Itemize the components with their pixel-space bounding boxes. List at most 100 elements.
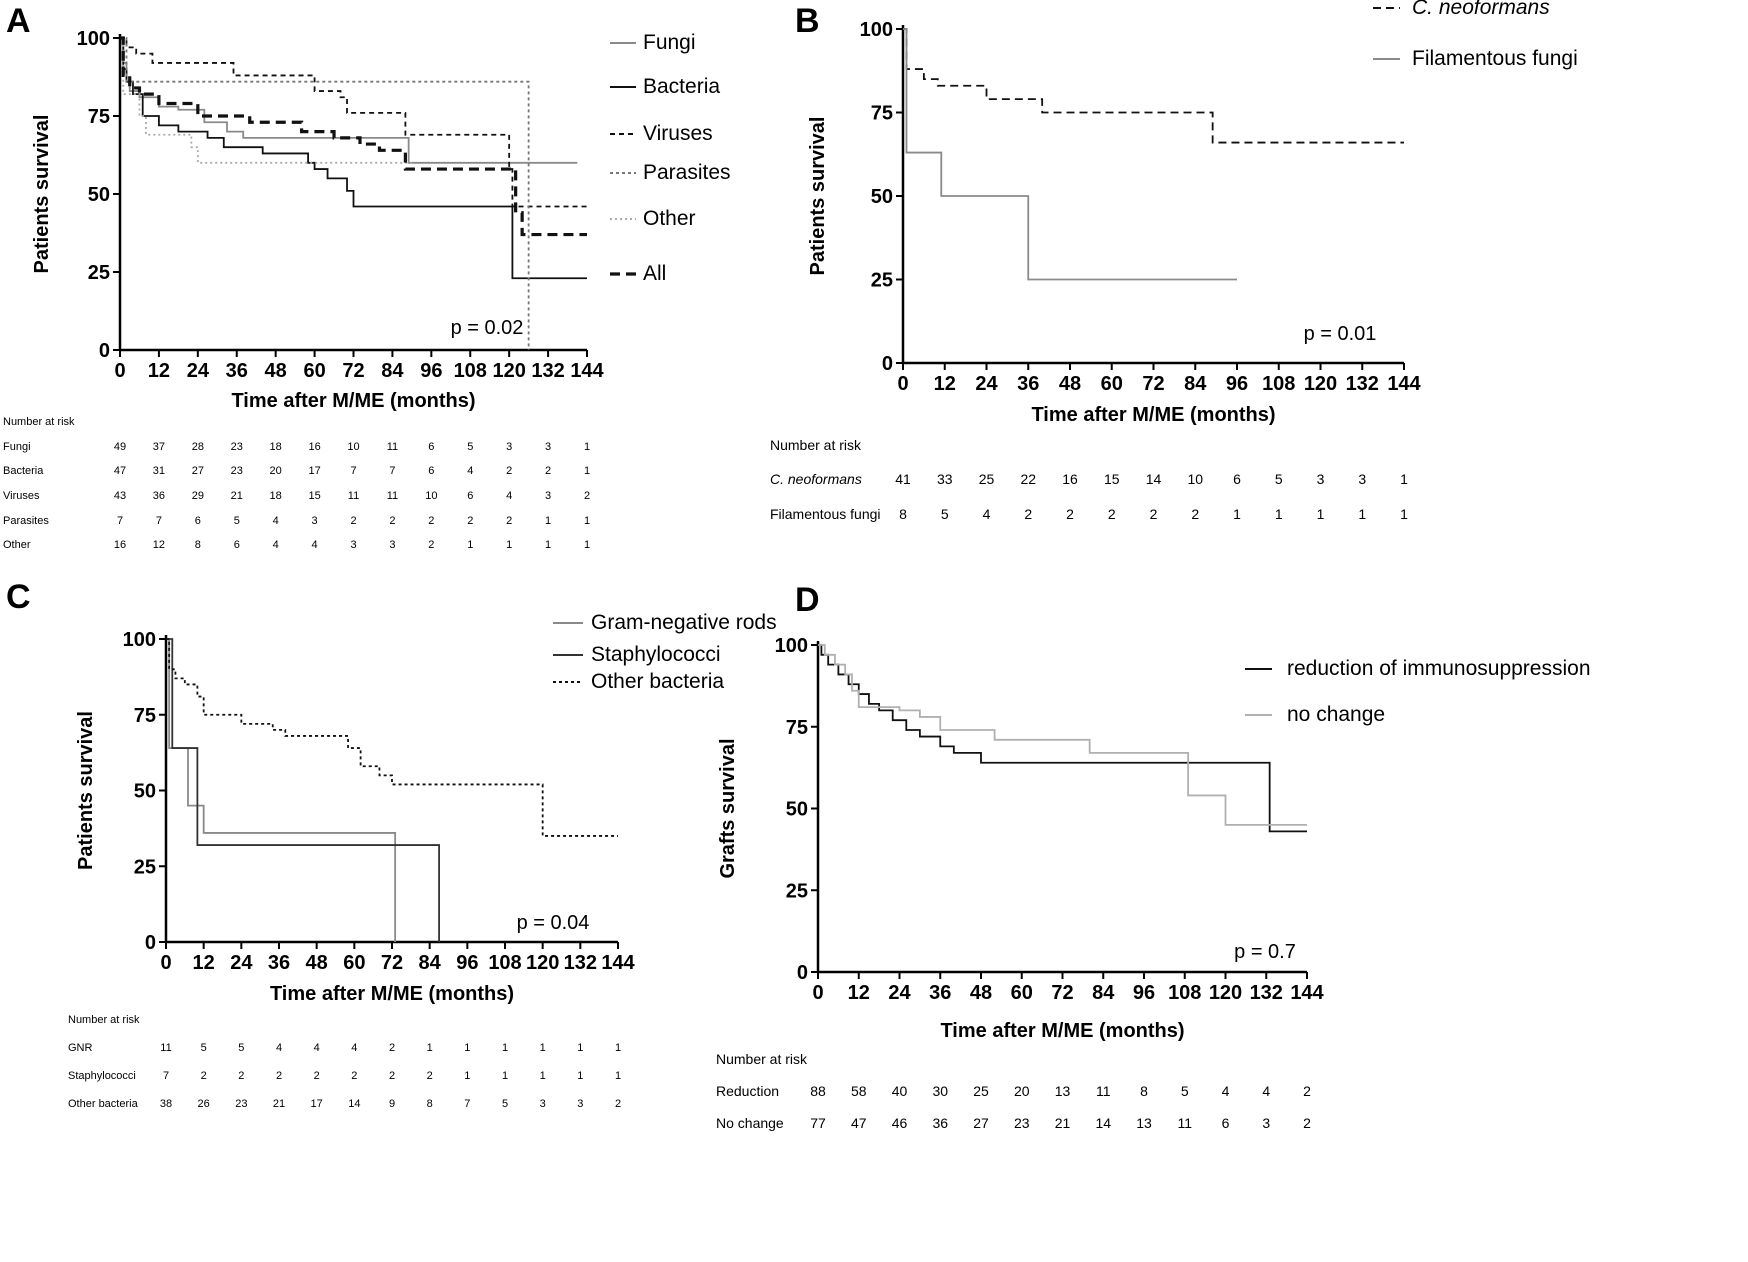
x-tick-label: 96 (1133, 982, 1155, 1004)
x-tick-label: 144 (601, 952, 635, 974)
risk-table-title: Number at risk (770, 437, 862, 453)
risk-count: 3 (1317, 471, 1325, 487)
risk-count: 5 (234, 515, 240, 527)
x-tick-label: 144 (570, 360, 604, 382)
x-tick-label: 84 (1092, 982, 1115, 1004)
risk-count: 3 (312, 515, 318, 527)
risk-row-label: Viruses (3, 490, 40, 502)
risk-count: 1 (615, 1070, 621, 1082)
risk-count: 1 (427, 1042, 433, 1054)
x-tick-label: 72 (342, 360, 364, 382)
risk-count: 2 (1066, 506, 1074, 522)
y-tick-label: 100 (123, 629, 156, 651)
risk-count: 1 (1400, 506, 1408, 522)
panel-label: C (6, 578, 31, 616)
risk-count: 17 (311, 1098, 323, 1110)
x-tick-label: 60 (1101, 373, 1123, 395)
risk-count: 23 (231, 441, 243, 453)
risk-count: 4 (467, 465, 473, 477)
risk-count: 11 (387, 441, 398, 453)
x-tick-label: 120 (1304, 373, 1337, 395)
x-tick-label: 12 (148, 360, 170, 382)
risk-count: 31 (153, 465, 165, 477)
risk-count: 23 (231, 465, 243, 477)
panel-c: C0 12 24 36 48 60 72 84 96 108 120 132 1440255075100… (6, 578, 777, 1110)
risk-count: 7 (156, 515, 162, 527)
legend-label: Staphylococci (591, 643, 721, 666)
risk-count: 5 (941, 506, 949, 522)
risk-count: 1 (464, 1042, 470, 1054)
risk-count: 6 (428, 441, 434, 453)
legend-label: Other (643, 207, 696, 230)
risk-count: 11 (387, 490, 398, 502)
risk-count: 1 (1317, 506, 1325, 522)
risk-count: 2 (1150, 506, 1158, 522)
x-tick-label: 12 (848, 982, 870, 1004)
risk-count: 20 (1014, 1083, 1030, 1099)
risk-count: 1 (502, 1042, 508, 1054)
series-line-staphylococci (166, 638, 440, 942)
risk-count: 7 (117, 515, 123, 527)
risk-count: 1 (1400, 471, 1408, 487)
risk-row-label: Reduction (716, 1083, 779, 1099)
risk-count: 3 (540, 1098, 546, 1110)
y-tick-label: 100 (77, 28, 110, 50)
series-line-filamentous-fungi (903, 28, 1237, 281)
series-line-all (120, 36, 587, 237)
x-tick-label: 24 (975, 373, 998, 395)
risk-count: 1 (584, 465, 590, 477)
series-line-other (120, 37, 412, 164)
risk-count: 1 (615, 1042, 621, 1054)
risk-count: 43 (114, 490, 126, 502)
risk-count: 8 (195, 539, 201, 551)
risk-count: 3 (506, 441, 512, 453)
y-tick-label: 25 (871, 270, 893, 292)
risk-count: 2 (1303, 1083, 1311, 1099)
risk-count: 40 (892, 1083, 908, 1099)
risk-count: 46 (892, 1115, 908, 1131)
risk-count: 16 (308, 441, 320, 453)
risk-count: 2 (389, 1070, 395, 1082)
x-axis-label: Time after M/ME (months) (940, 1020, 1184, 1042)
x-tick-label: 132 (1346, 373, 1379, 395)
panel-label: B (795, 2, 820, 40)
x-tick-label: 84 (381, 360, 404, 382)
risk-count: 8 (427, 1098, 433, 1110)
x-tick-label: 132 (531, 360, 564, 382)
risk-count: 7 (464, 1098, 470, 1110)
series-line-no-change (818, 644, 1307, 826)
x-tick-label: 144 (1387, 373, 1421, 395)
risk-count: 1 (545, 539, 551, 551)
risk-count: 49 (114, 441, 126, 453)
risk-count: 4 (1262, 1083, 1270, 1099)
risk-row-label: Staphylococci (68, 1070, 136, 1082)
series-line-other-bacteria (166, 638, 618, 837)
risk-count: 77 (810, 1115, 826, 1131)
y-tick-label: 50 (134, 781, 156, 803)
risk-count: 16 (114, 539, 126, 551)
y-tick-label: 0 (99, 340, 110, 362)
risk-count: 21 (231, 490, 243, 502)
x-tick-label: 72 (381, 952, 403, 974)
legend-label: Bacteria (643, 75, 720, 98)
y-tick-label: 25 (786, 880, 808, 902)
p-value: p = 0.02 (451, 317, 524, 339)
y-tick-label: 75 (88, 106, 110, 128)
risk-count: 11 (1096, 1083, 1111, 1099)
x-tick-label: 36 (226, 360, 248, 382)
risk-count: 3 (545, 490, 551, 502)
x-tick-label: 84 (419, 952, 442, 974)
y-tick-label: 0 (882, 353, 893, 375)
x-tick-label: 0 (114, 360, 125, 382)
risk-count: 4 (351, 1042, 357, 1054)
legend-label: Parasites (643, 161, 731, 184)
risk-table-title: Number at risk (3, 416, 75, 428)
panel-b: B0 12 24 36 48 60 72 84 96 108 120 132 1440255075100… (770, 0, 1578, 522)
risk-count: 15 (308, 490, 320, 502)
risk-count: 2 (506, 465, 512, 477)
risk-count: 1 (584, 515, 590, 527)
x-tick-label: 96 (1226, 373, 1248, 395)
risk-count: 18 (270, 490, 282, 502)
risk-count: 38 (160, 1098, 172, 1110)
y-tick-label: 25 (88, 262, 110, 284)
